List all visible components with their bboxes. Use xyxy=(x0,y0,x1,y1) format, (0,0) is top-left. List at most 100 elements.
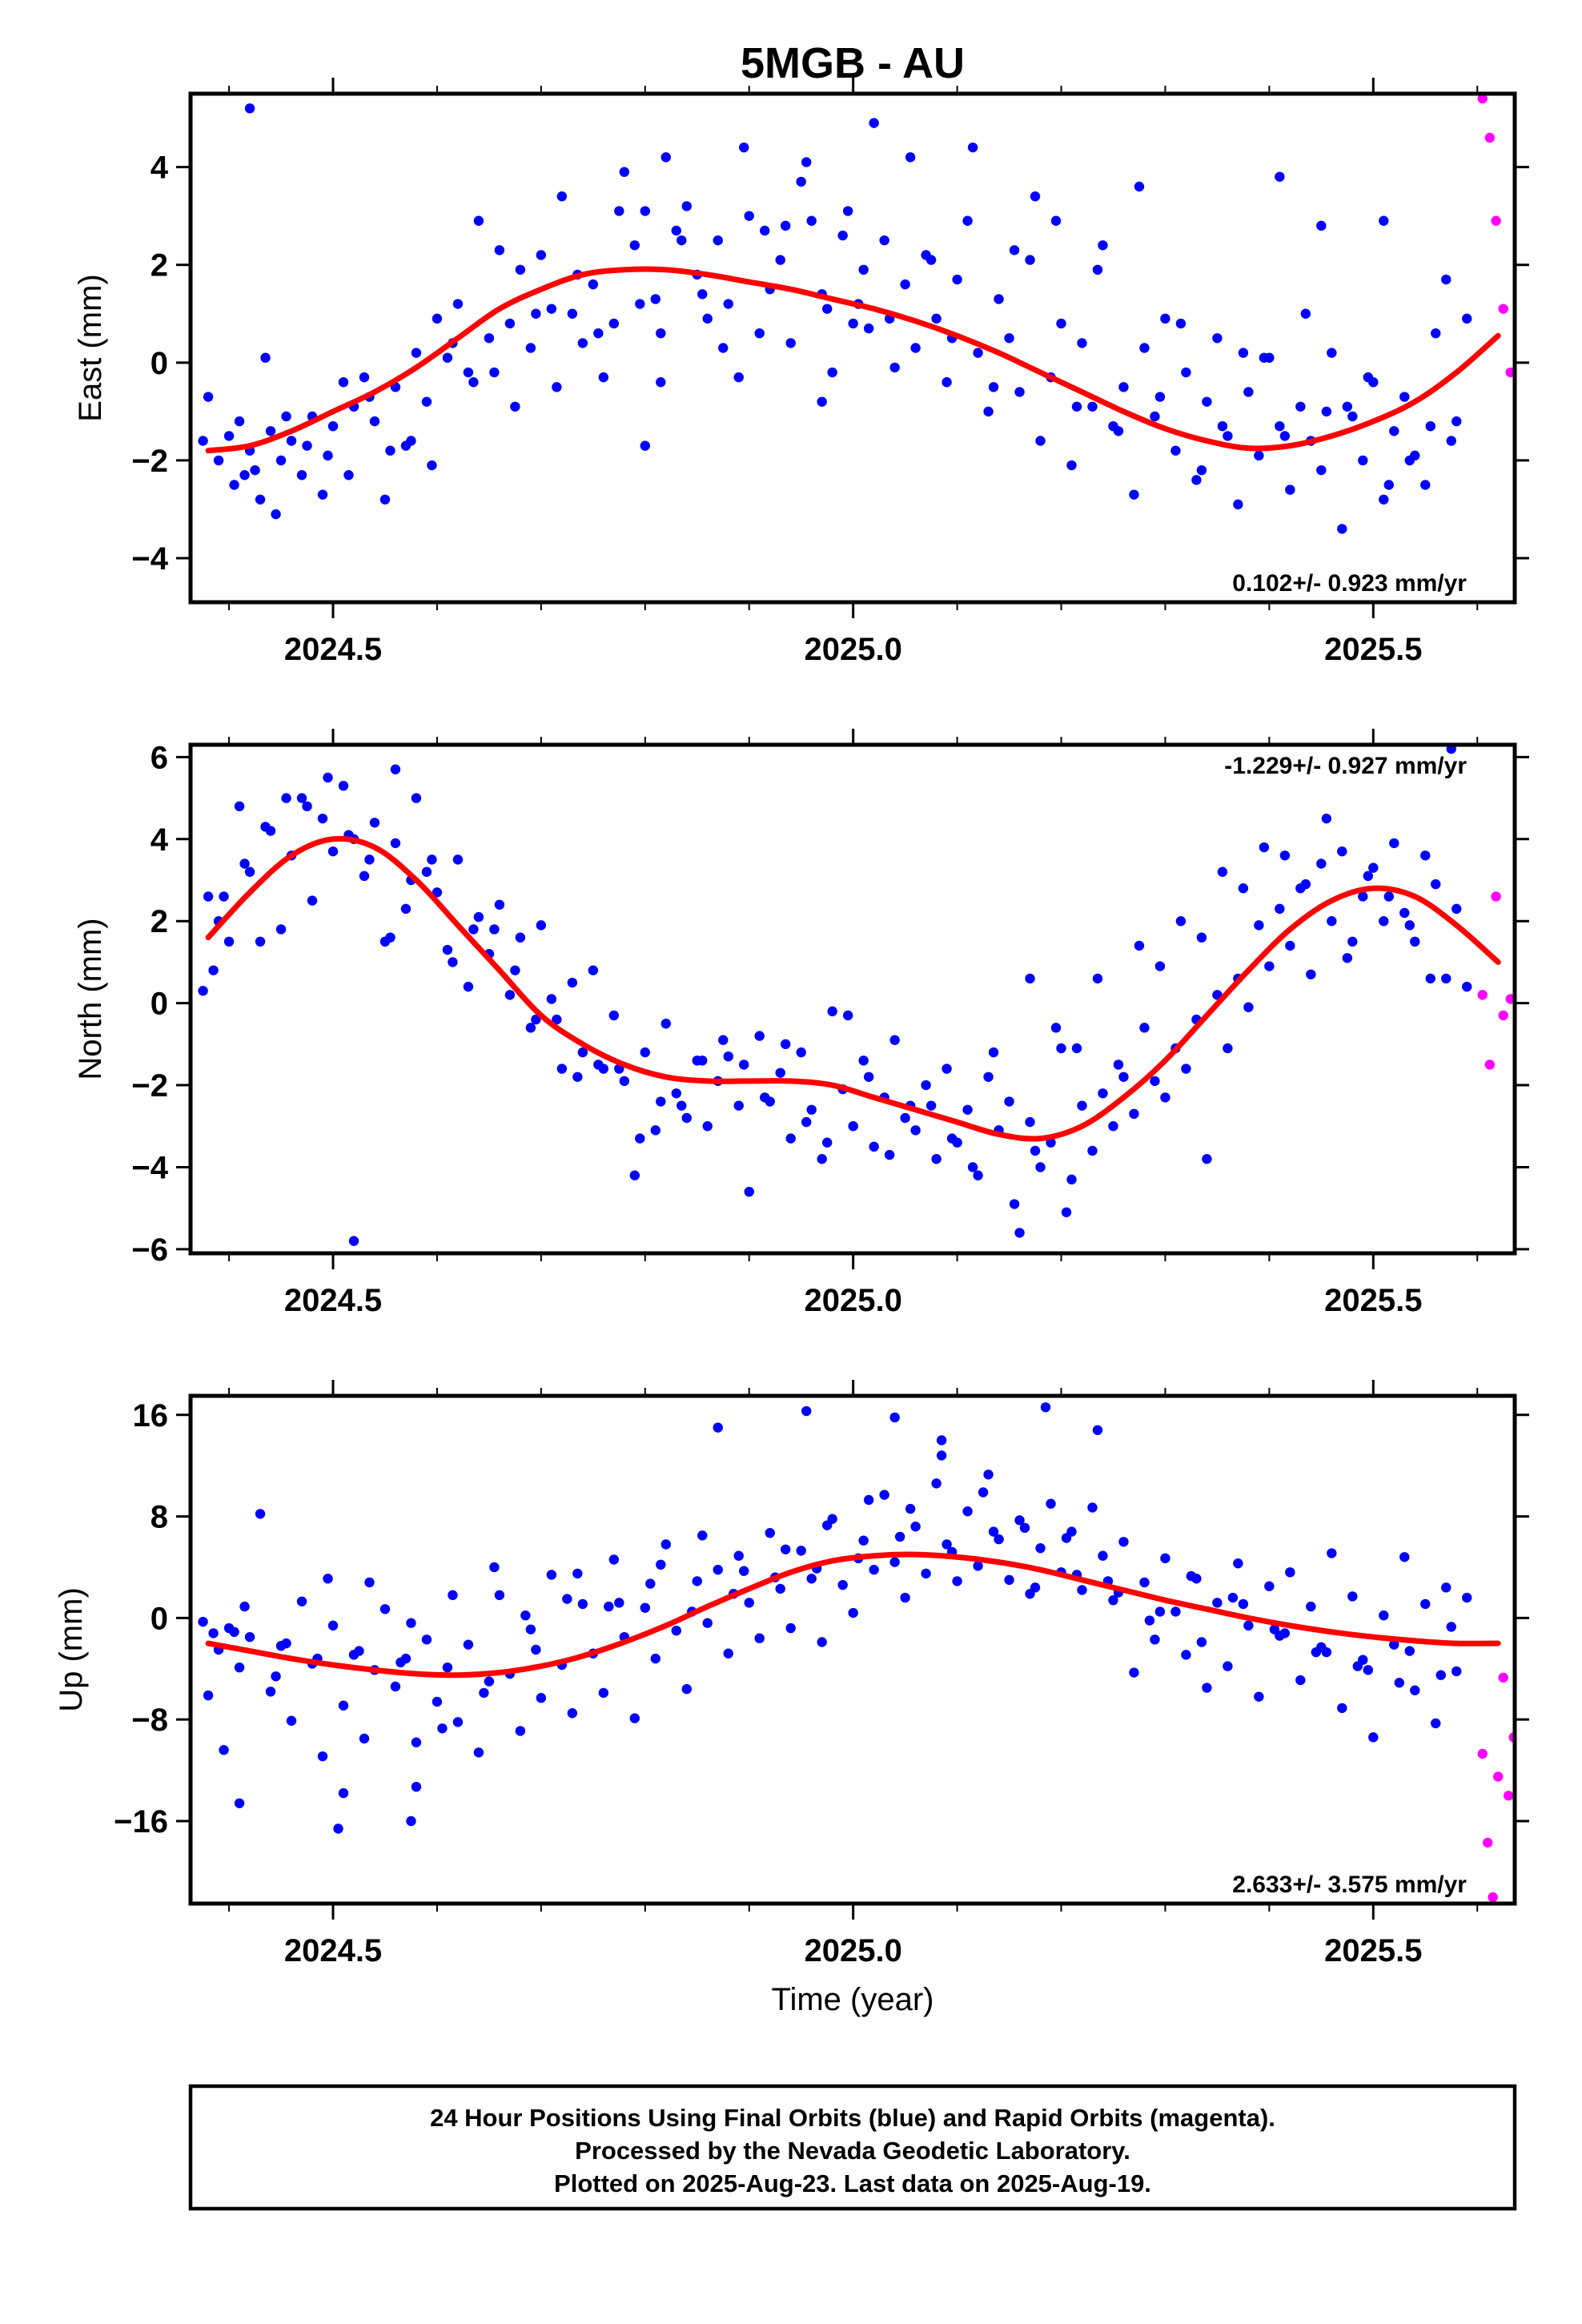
final-orbit-point xyxy=(390,1681,401,1692)
rapid-orbit-point xyxy=(1484,132,1496,143)
final-orbit-point xyxy=(1316,464,1327,476)
final-orbit-point xyxy=(697,289,708,300)
final-orbit-point xyxy=(967,1162,978,1172)
final-orbit-point xyxy=(1134,181,1145,192)
final-orbit-point xyxy=(806,215,817,226)
final-orbit-point xyxy=(723,1051,733,1062)
final-orbit-point xyxy=(1046,1498,1056,1509)
final-orbit-point xyxy=(656,328,666,339)
final-orbit-point xyxy=(1154,1606,1166,1617)
final-orbit-point xyxy=(744,1598,754,1608)
final-orbit-point xyxy=(536,1693,547,1703)
final-orbit-point xyxy=(1462,1592,1472,1603)
final-orbit-point xyxy=(406,436,416,446)
rate-label: 0.102+/- 0.923 mm/yr xyxy=(1232,570,1467,597)
final-orbit-point xyxy=(302,440,312,451)
final-orbit-point xyxy=(327,420,339,432)
final-orbit-point xyxy=(801,157,812,167)
final-orbit-point xyxy=(359,372,370,383)
final-orbit-point xyxy=(1452,903,1462,915)
final-orbit-point xyxy=(775,1068,785,1078)
final-orbit-point xyxy=(525,343,536,353)
final-orbit-point xyxy=(427,854,437,865)
final-orbit-point xyxy=(796,1546,806,1556)
final-orbit-point xyxy=(494,1590,505,1601)
final-orbit-point xyxy=(1139,1023,1150,1033)
final-orbit-point xyxy=(1202,396,1212,407)
final-orbit-point xyxy=(1160,1092,1170,1103)
final-orbit-point xyxy=(879,235,889,246)
final-orbit-point xyxy=(681,1683,692,1695)
final-orbit-point xyxy=(921,1080,931,1091)
final-orbit-point xyxy=(317,1751,328,1762)
footer-line-3: Plotted on 2025-Aug-23. Last data on 202… xyxy=(554,2169,1151,2197)
final-orbit-point xyxy=(1150,1076,1160,1087)
final-orbit-point xyxy=(1279,1628,1291,1638)
final-orbit-point xyxy=(567,977,578,988)
final-orbit-point xyxy=(1269,1624,1280,1634)
final-orbit-point xyxy=(323,450,333,461)
final-orbit-point xyxy=(1379,916,1389,927)
final-orbit-point xyxy=(910,343,921,353)
final-orbit-point xyxy=(1170,1606,1181,1617)
final-orbit-point xyxy=(1092,264,1103,275)
final-orbit-point xyxy=(525,1023,536,1033)
final-orbit-point xyxy=(1056,318,1066,329)
final-orbit-point xyxy=(671,1626,681,1636)
final-orbit-point xyxy=(1363,372,1373,383)
final-orbit-point xyxy=(733,1550,744,1561)
final-orbit-point xyxy=(973,1561,983,1571)
final-orbit-point xyxy=(1259,352,1270,363)
final-orbit-point xyxy=(1071,1043,1082,1054)
final-orbit-point xyxy=(1446,1622,1456,1632)
footer-line-1: 24 Hour Positions Using Final Orbits (bl… xyxy=(430,2104,1275,2132)
final-orbit-point xyxy=(515,932,526,943)
final-orbit-point xyxy=(281,793,291,803)
final-orbit-point xyxy=(1327,1548,1337,1558)
final-orbit-point xyxy=(629,1713,640,1723)
final-orbit-point xyxy=(1394,1678,1404,1688)
final-orbit-point xyxy=(1170,445,1181,456)
final-orbit-point xyxy=(842,206,853,216)
final-orbit-point xyxy=(926,255,937,265)
final-orbit-point xyxy=(837,230,848,241)
plot-area xyxy=(198,745,1515,1246)
final-orbit-point xyxy=(1295,401,1306,412)
final-orbit-point xyxy=(198,986,208,996)
final-orbit-point xyxy=(718,1035,729,1045)
final-orbit-point xyxy=(1285,485,1295,495)
final-orbit-point xyxy=(848,1607,858,1618)
plot-frame xyxy=(188,1393,1517,1906)
final-orbit-point xyxy=(1452,416,1462,427)
final-orbit-point xyxy=(858,264,869,275)
y-axis-title: North (mm) xyxy=(73,918,108,1080)
final-orbit-point xyxy=(1352,1661,1363,1671)
final-orbit-point xyxy=(946,1133,958,1144)
final-orbit-point xyxy=(869,118,879,128)
final-orbit-point xyxy=(863,1072,874,1082)
final-orbit-point xyxy=(1181,367,1191,378)
final-orbit-point xyxy=(223,936,235,947)
final-orbit-point xyxy=(567,308,578,319)
final-orbit-point xyxy=(1009,1199,1020,1209)
final-orbit-point xyxy=(608,1554,620,1565)
rate-label: -1.229+/- 0.927 mm/yr xyxy=(1224,753,1467,779)
final-orbit-point xyxy=(323,772,333,783)
y-tick-label: −2 xyxy=(131,1068,168,1104)
final-orbit-point xyxy=(359,870,370,882)
final-orbit-point xyxy=(1431,1718,1441,1729)
rapid-orbit-point xyxy=(1477,94,1488,104)
final-orbit-point xyxy=(1160,1553,1170,1564)
final-orbit-point xyxy=(1004,1096,1014,1107)
final-orbit-point xyxy=(572,1568,583,1579)
final-orbit-point xyxy=(536,250,547,260)
final-orbit-point xyxy=(421,396,432,407)
final-orbit-point xyxy=(255,1509,266,1519)
final-orbit-point xyxy=(1420,1598,1431,1610)
final-orbit-point xyxy=(411,1781,422,1792)
final-orbit-point xyxy=(842,1010,853,1021)
final-orbit-point xyxy=(1150,1634,1160,1645)
plot-area xyxy=(198,94,1515,534)
final-orbit-point xyxy=(473,215,484,226)
